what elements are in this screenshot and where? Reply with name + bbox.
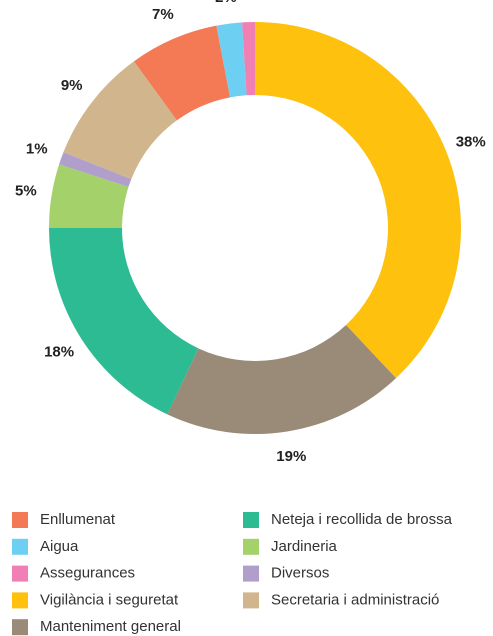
slice xyxy=(167,324,397,435)
slice xyxy=(59,152,132,187)
value-label: 18% xyxy=(44,343,74,360)
value-label: 7% xyxy=(152,6,174,23)
slice xyxy=(255,22,462,379)
value-label: 5% xyxy=(15,183,37,200)
legend-label: Jardineria xyxy=(271,538,338,555)
legend-label: Enllumenat xyxy=(40,511,116,528)
legend-swatch xyxy=(243,512,259,528)
slice xyxy=(63,61,177,180)
value-label: 38% xyxy=(456,134,486,151)
legend-swatch xyxy=(12,592,28,609)
legend-swatch xyxy=(243,565,259,582)
legend-label: Diversos xyxy=(271,565,329,582)
legend-swatch xyxy=(12,619,28,636)
legend-swatch xyxy=(243,538,259,555)
value-label: 1% xyxy=(26,140,48,157)
legend-swatch xyxy=(12,565,28,582)
legend-swatch xyxy=(12,538,28,555)
slice xyxy=(242,22,255,96)
slice xyxy=(133,25,231,121)
slice xyxy=(216,22,247,98)
legend-label: Aigua xyxy=(40,538,79,555)
legend-swatch xyxy=(243,592,259,609)
slice xyxy=(48,228,199,415)
legend-label: Secretaria i administració xyxy=(271,591,439,608)
value-label: 1% xyxy=(237,0,259,4)
legend-label: Manteniment general xyxy=(40,618,181,635)
value-label: 19% xyxy=(276,448,306,465)
value-label: 2% xyxy=(215,0,237,6)
value-label: 9% xyxy=(61,77,83,94)
legend-label: Vigilància i seguretat xyxy=(40,591,179,608)
legend-label: Neteja i recollida de brossa xyxy=(271,511,453,528)
legend-label: Assegurances xyxy=(40,565,135,582)
slice xyxy=(49,164,129,228)
legend-swatch xyxy=(12,512,28,528)
